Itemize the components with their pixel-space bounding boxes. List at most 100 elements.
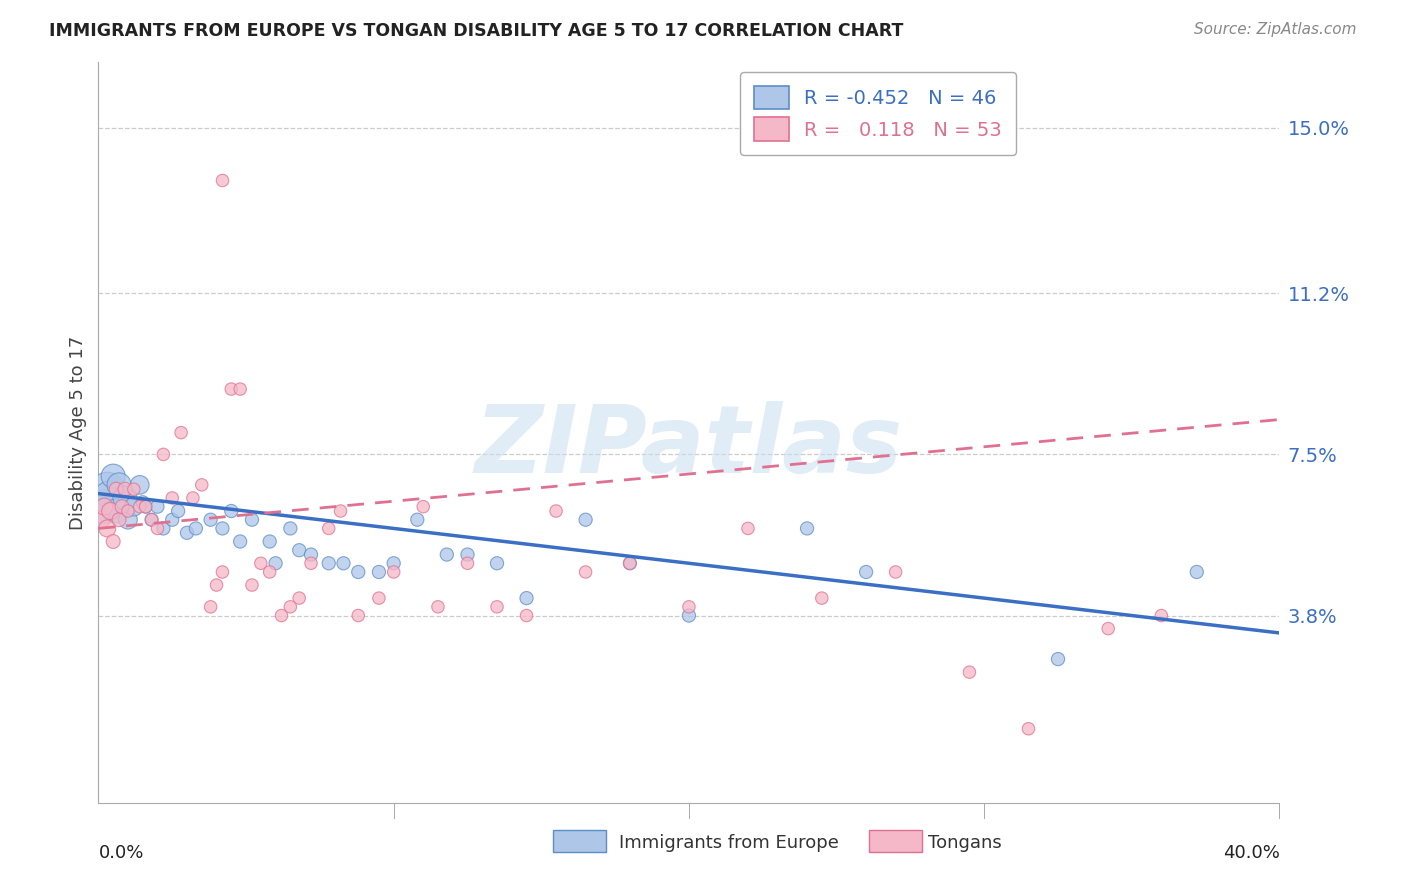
Point — [347, 565, 370, 579]
Point — [211, 173, 233, 187]
Point — [436, 548, 458, 562]
Point — [146, 521, 169, 535]
Point — [810, 591, 832, 606]
Point — [162, 513, 183, 527]
Text: Tongans: Tongans — [928, 834, 1001, 852]
Point — [211, 521, 233, 535]
Text: IMMIGRANTS FROM EUROPE VS TONGAN DISABILITY AGE 5 TO 17 CORRELATION CHART: IMMIGRANTS FROM EUROPE VS TONGAN DISABIL… — [49, 22, 904, 40]
Point — [516, 608, 538, 623]
Point — [128, 500, 150, 514]
Point — [280, 599, 302, 614]
Point — [368, 591, 391, 606]
Point — [546, 504, 568, 518]
Point — [318, 521, 340, 535]
Point — [176, 525, 198, 540]
Point — [382, 565, 405, 579]
Y-axis label: Disability Age 5 to 17: Disability Age 5 to 17 — [69, 335, 87, 530]
Point — [167, 504, 190, 518]
Point — [486, 556, 509, 570]
Point — [105, 504, 128, 518]
Point — [1046, 652, 1070, 666]
Point — [229, 534, 252, 549]
Point — [200, 513, 222, 527]
Point — [98, 504, 121, 518]
Point — [191, 478, 214, 492]
Point — [575, 513, 598, 527]
Point — [619, 556, 641, 570]
Point — [152, 447, 174, 461]
Point — [108, 513, 131, 527]
Point — [162, 491, 183, 505]
Point — [678, 608, 700, 623]
Point — [382, 556, 405, 570]
Point — [855, 565, 877, 579]
Legend: R = -0.452   N = 46, R =   0.118   N = 53: R = -0.452 N = 46, R = 0.118 N = 53 — [741, 72, 1015, 154]
Point — [108, 478, 131, 492]
Point — [181, 491, 204, 505]
Point — [141, 513, 163, 527]
Point — [1018, 722, 1040, 736]
Point — [427, 599, 450, 614]
Point — [221, 382, 243, 396]
Point — [93, 500, 115, 514]
Point — [486, 599, 509, 614]
Point — [1185, 565, 1208, 579]
Point — [141, 513, 163, 527]
Point — [259, 565, 281, 579]
Point — [259, 534, 281, 549]
Point — [240, 578, 263, 592]
Point — [103, 469, 125, 483]
Text: 40.0%: 40.0% — [1223, 845, 1279, 863]
Point — [117, 504, 139, 518]
Point — [575, 565, 598, 579]
Point — [280, 521, 302, 535]
Point — [368, 565, 391, 579]
FancyBboxPatch shape — [869, 830, 922, 852]
Point — [299, 548, 322, 562]
Point — [200, 599, 222, 614]
Point — [678, 599, 700, 614]
Point — [229, 382, 252, 396]
Point — [96, 521, 118, 535]
Point — [270, 608, 292, 623]
Point — [329, 504, 352, 518]
Point — [264, 556, 287, 570]
Point — [240, 513, 263, 527]
Point — [457, 556, 479, 570]
Point — [103, 534, 125, 549]
Point — [132, 495, 155, 509]
Point — [96, 482, 118, 496]
Point — [221, 504, 243, 518]
Point — [122, 500, 145, 514]
Text: ZIPatlas: ZIPatlas — [475, 401, 903, 493]
Point — [288, 591, 311, 606]
Point — [98, 491, 121, 505]
Point — [959, 665, 981, 680]
Point — [152, 521, 174, 535]
Point — [114, 491, 136, 505]
Point — [1150, 608, 1173, 623]
Point — [122, 482, 145, 496]
Point — [406, 513, 429, 527]
Point — [146, 500, 169, 514]
Point — [796, 521, 818, 535]
Point — [318, 556, 340, 570]
Point — [1097, 622, 1119, 636]
Point — [250, 556, 273, 570]
Point — [135, 500, 157, 514]
Text: Immigrants from Europe: Immigrants from Europe — [619, 834, 838, 852]
Point — [128, 478, 150, 492]
Point — [884, 565, 907, 579]
Point — [184, 521, 207, 535]
Point — [117, 513, 139, 527]
Point — [457, 548, 479, 562]
Point — [619, 556, 641, 570]
Point — [516, 591, 538, 606]
Point — [90, 513, 112, 527]
Point — [737, 521, 759, 535]
Point — [205, 578, 228, 592]
Point — [412, 500, 434, 514]
Point — [211, 565, 233, 579]
Point — [170, 425, 193, 440]
Point — [93, 500, 115, 514]
